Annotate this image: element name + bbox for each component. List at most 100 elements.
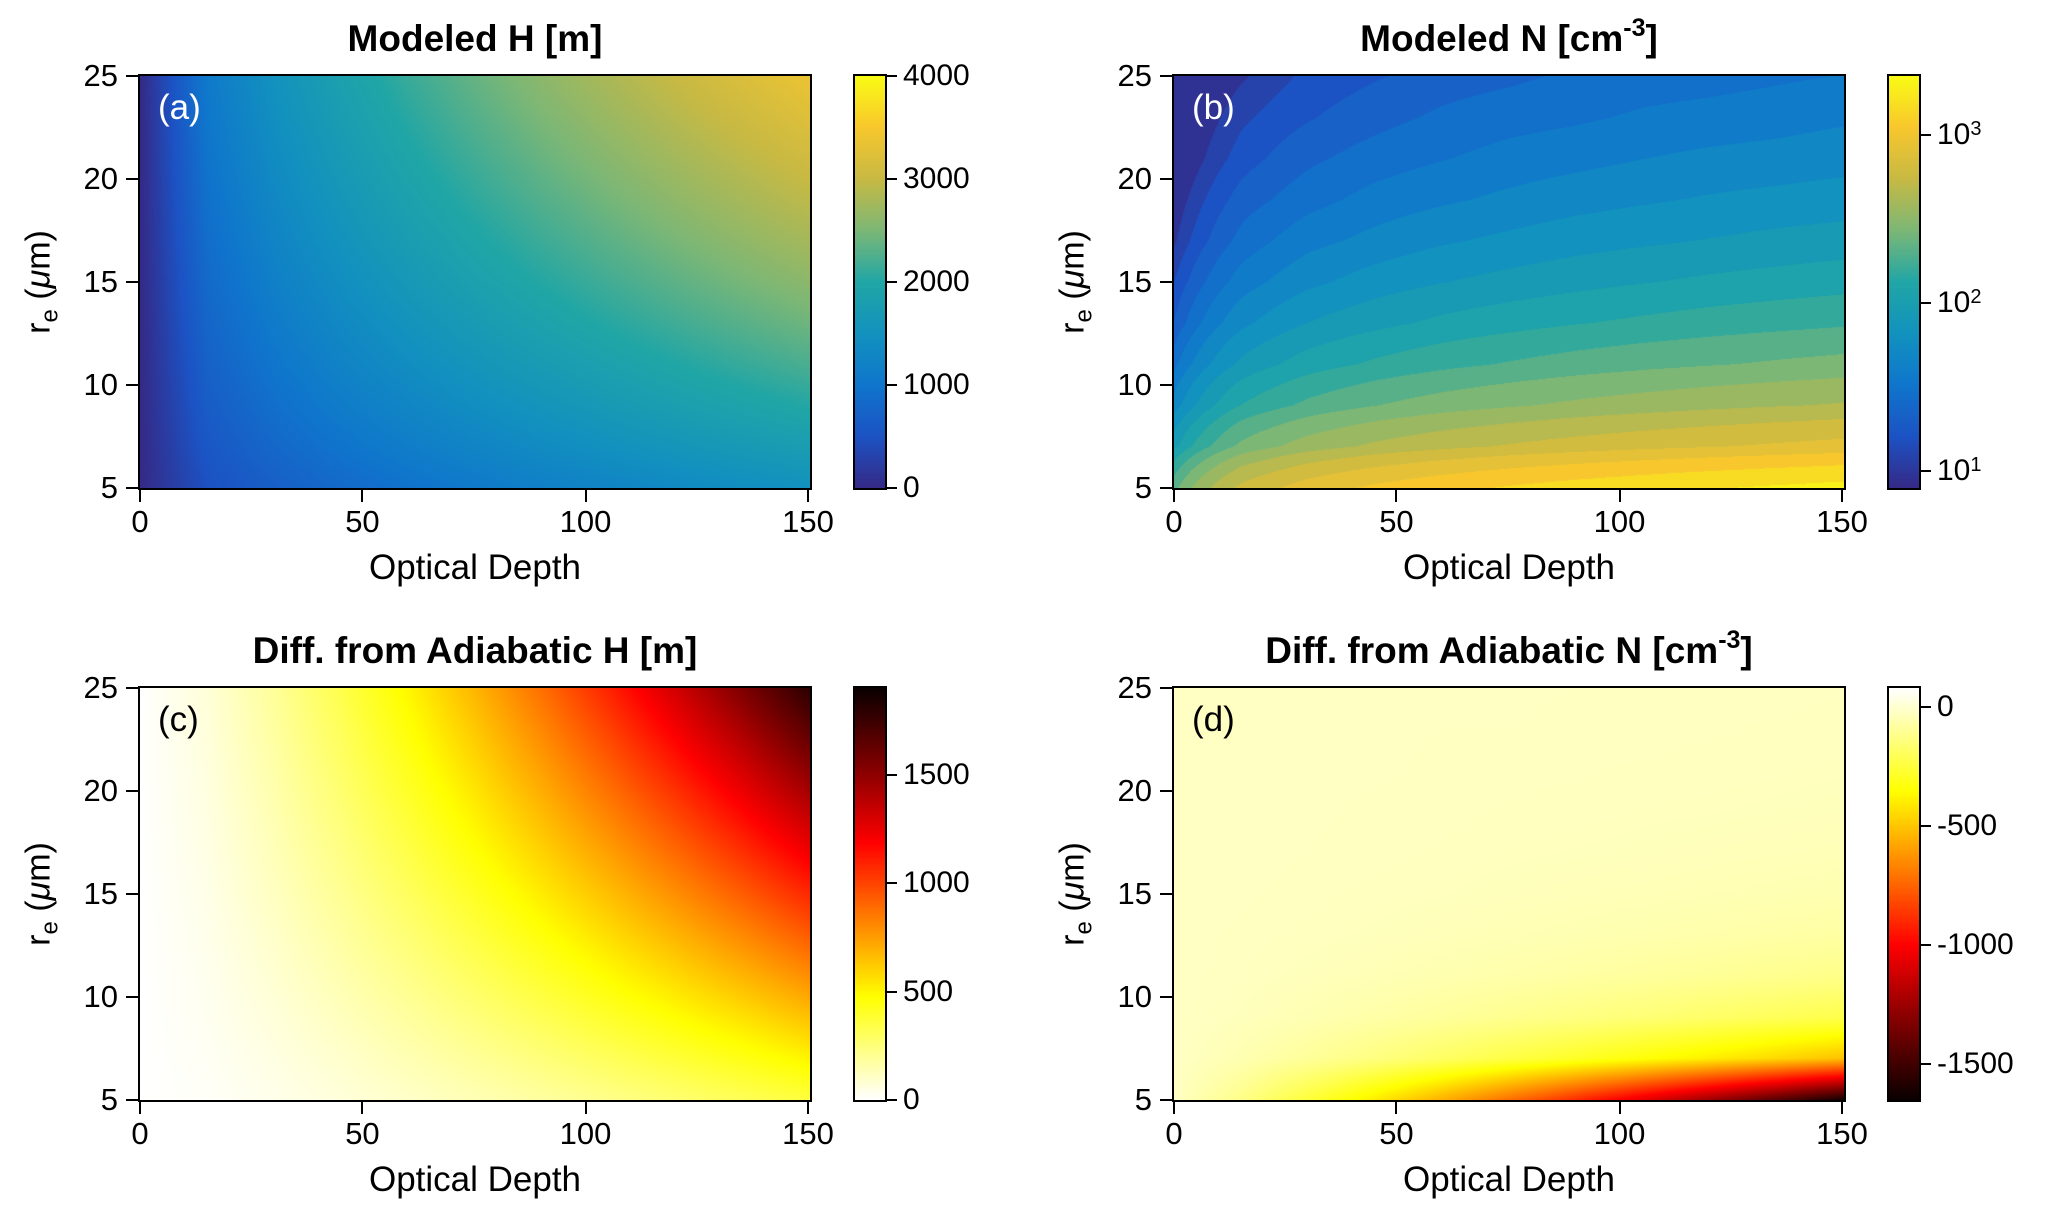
y-tick-label: 15 bbox=[1117, 264, 1152, 299]
y-tick-mark bbox=[1160, 487, 1172, 489]
y-tick-mark bbox=[126, 790, 138, 792]
colorbar-tick-mark bbox=[887, 882, 897, 885]
x-tick-label: 0 bbox=[1165, 504, 1183, 539]
colorbar-canvas bbox=[855, 688, 885, 1100]
panel-c: Diff. from Adiabatic H [m] re (μm) (c) 0… bbox=[0, 612, 1033, 1224]
x-tick-mark bbox=[139, 490, 141, 502]
x-tick-label: 150 bbox=[782, 1116, 834, 1151]
colorbar-tick-label: 102 bbox=[1937, 286, 1982, 319]
x-tick-mark bbox=[139, 1102, 141, 1114]
y-tick-mark bbox=[1160, 384, 1172, 386]
panel-letter: (a) bbox=[158, 88, 201, 127]
x-axis-ticks: 0 50 100 150 bbox=[1165, 490, 1868, 548]
plot-area bbox=[138, 74, 812, 490]
y-tick-label: 25 bbox=[1117, 58, 1152, 93]
colorbar-tick-mark bbox=[1921, 470, 1931, 473]
y-tick-label: 20 bbox=[83, 161, 118, 196]
x-tick-mark bbox=[1841, 1102, 1843, 1114]
colorbar-tick-label: 0 bbox=[903, 1083, 920, 1116]
colorbar-tick-mark bbox=[887, 487, 897, 489]
y-tick-label: 5 bbox=[100, 470, 118, 505]
panel-d: Diff. from Adiabatic N [cm-3] re (μm) (d… bbox=[1034, 612, 2067, 1224]
x-axis-label: Optical Depth bbox=[1402, 1160, 1616, 1199]
x-tick-mark bbox=[1618, 490, 1621, 502]
colorbar-ticks: 101 102 103 bbox=[1887, 74, 2067, 490]
colorbar-tick-mark bbox=[887, 990, 897, 993]
colorbar-tick-label: 4000 bbox=[903, 59, 970, 92]
y-tick-label: 15 bbox=[1117, 876, 1152, 911]
y-tick-label: 10 bbox=[83, 979, 118, 1014]
y-tick-mark bbox=[126, 1099, 138, 1101]
plot-area bbox=[138, 686, 812, 1102]
x-axis-ticks: 0 50 100 150 bbox=[131, 1102, 834, 1160]
title-text: Modeled N [cm bbox=[1360, 18, 1624, 59]
y-tick-mark bbox=[126, 75, 138, 77]
x-axis-label: Optical Depth bbox=[368, 548, 582, 587]
y-tick-mark bbox=[1160, 790, 1172, 792]
y-tick-label: 15 bbox=[83, 876, 118, 911]
title-text: Diff. from Adiabatic N [cm bbox=[1265, 630, 1719, 671]
colorbar-tick-label: 0 bbox=[903, 471, 920, 504]
heatmap-canvas bbox=[1174, 688, 1844, 1100]
colorbar-tick-label: -1500 bbox=[1937, 1047, 2014, 1081]
colorbar-tick-mark bbox=[887, 75, 897, 77]
y-tick-mark bbox=[1160, 281, 1172, 283]
x-tick-label: 0 bbox=[131, 1116, 149, 1151]
colorbar-tick-mark bbox=[887, 178, 897, 180]
x-axis-ticks: 0 50 100 150 bbox=[131, 490, 834, 548]
colorbar-tick-mark bbox=[887, 1099, 897, 1101]
colorbar-tick-label: 1000 bbox=[903, 368, 970, 401]
x-tick-mark bbox=[807, 1102, 809, 1114]
title-superscript: -3 bbox=[1718, 626, 1741, 654]
y-axis-ticks: 5 10 15 20 25 bbox=[1034, 670, 1172, 1117]
x-tick-label: 50 bbox=[1379, 504, 1414, 539]
heatmap-canvas bbox=[140, 688, 810, 1100]
panel-title: Modeled H [m] bbox=[138, 14, 812, 60]
x-tick-mark bbox=[1618, 1102, 1621, 1114]
y-tick-label: 20 bbox=[1117, 773, 1152, 808]
title-superscript: -3 bbox=[1623, 14, 1646, 42]
panel-title: Modeled N [cm-3] bbox=[1172, 14, 1846, 60]
y-tick-label: 10 bbox=[83, 367, 118, 402]
panel-title: Diff. from Adiabatic N [cm-3] bbox=[1172, 626, 1846, 672]
colorbar bbox=[1887, 686, 1921, 1102]
y-tick-label: 10 bbox=[1117, 979, 1152, 1014]
x-tick-label: 100 bbox=[559, 1116, 612, 1151]
y-tick-label: 5 bbox=[1134, 470, 1152, 505]
y-tick-mark bbox=[126, 996, 138, 998]
x-axis-ticks: 0 50 100 150 bbox=[1165, 1102, 1868, 1160]
x-axis-label: Optical Depth bbox=[1402, 548, 1616, 587]
x-tick-mark bbox=[1841, 490, 1843, 502]
x-tick-label: 100 bbox=[1593, 1116, 1646, 1151]
colorbar-tick-label: 103 bbox=[1937, 117, 1982, 151]
title-text: Diff. from Adiabatic H [m] bbox=[252, 630, 698, 671]
y-tick-label: 10 bbox=[1117, 367, 1152, 402]
y-tick-mark bbox=[1160, 996, 1172, 998]
x-tick-mark bbox=[1173, 1102, 1175, 1114]
y-tick-label: 5 bbox=[1134, 1082, 1152, 1117]
x-tick-label: 150 bbox=[1816, 1116, 1868, 1151]
heatmap-canvas bbox=[140, 76, 810, 488]
colorbar-tick-mark bbox=[1921, 705, 1931, 708]
x-tick-mark bbox=[584, 1102, 587, 1114]
x-tick-mark bbox=[584, 490, 587, 502]
y-axis-ticks: 5 10 15 20 25 bbox=[0, 58, 138, 505]
y-axis-ticks: 5 10 15 20 25 bbox=[0, 670, 138, 1117]
x-tick-label: 50 bbox=[1379, 1116, 1414, 1151]
x-tick-mark bbox=[1395, 1102, 1398, 1114]
y-tick-label: 20 bbox=[83, 773, 118, 808]
colorbar-tick-label: 500 bbox=[903, 974, 954, 1008]
panel-title: Diff. from Adiabatic H [m] bbox=[138, 626, 812, 672]
y-tick-mark bbox=[126, 178, 138, 180]
colorbar-tick-mark bbox=[1921, 944, 1931, 947]
x-tick-mark bbox=[361, 490, 364, 502]
y-axis-ticks: 5 10 15 20 25 bbox=[1034, 58, 1172, 505]
title-text: Modeled H [m] bbox=[347, 18, 603, 59]
x-axis-label: Optical Depth bbox=[368, 1160, 582, 1199]
colorbar-tick-label: 1000 bbox=[903, 866, 970, 900]
y-tick-mark bbox=[1160, 178, 1172, 180]
y-tick-label: 25 bbox=[1117, 670, 1152, 705]
y-tick-mark bbox=[1160, 1099, 1172, 1101]
x-tick-label: 100 bbox=[559, 504, 612, 539]
x-tick-label: 0 bbox=[131, 504, 149, 539]
